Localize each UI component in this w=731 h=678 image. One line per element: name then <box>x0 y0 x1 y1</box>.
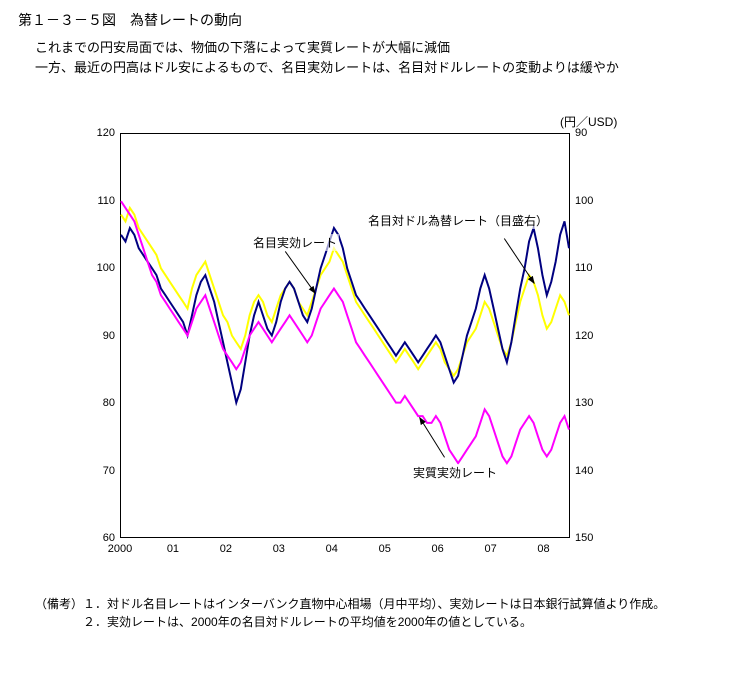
series-nominal_effective_rate <box>121 208 569 376</box>
footnote-label: （備考） <box>35 597 83 611</box>
x-tick: 03 <box>273 543 285 555</box>
x-tick: 2000 <box>108 543 132 555</box>
x-tick: 06 <box>432 543 444 555</box>
y-right-tick: 140 <box>575 465 615 477</box>
chart-svg <box>121 134 569 537</box>
y-right-tick: 130 <box>575 397 615 409</box>
footnote-1: １．対ドル名目レートはインターバンク直物中心相場（月中平均）、実効レートは日本銀… <box>83 597 665 611</box>
y-left-tick: 120 <box>80 127 115 139</box>
figure-subtitle: これまでの円安局面では、物価の下落によって実質レートが大幅に減価 一方、最近の円… <box>35 38 619 77</box>
series-real_effective_rate <box>121 201 569 463</box>
annotation-nominal_eff: 名目実効レート <box>251 234 339 251</box>
footnote: （備考）１．対ドル名目レートはインターバンク直物中心相場（月中平均）、実効レート… <box>35 595 665 631</box>
y-left-tick: 90 <box>80 330 115 342</box>
series-nominal_usd_rate <box>121 221 569 402</box>
y-left-tick: 110 <box>80 195 115 207</box>
y-left-tick: 100 <box>80 262 115 274</box>
x-tick: 04 <box>326 543 338 555</box>
x-tick: 07 <box>484 543 496 555</box>
annotation-arrow <box>504 238 534 283</box>
annotation-arrow <box>285 251 315 293</box>
chart-container: (円／USD) 名目実効レート名目対ドル為替レート（目盛右）実質実効レート 60… <box>80 115 635 570</box>
plot-area: 名目実効レート 名目対ドル為替レート（目盛右） 実質実効レート <box>120 133 570 538</box>
annotation-real_eff: 実質実効レート <box>411 464 499 481</box>
subtitle-line-1: これまでの円安局面では、物価の下落によって実質レートが大幅に減価 <box>35 38 619 58</box>
x-tick: 08 <box>537 543 549 555</box>
y-left-tick: 80 <box>80 397 115 409</box>
y-right-tick: 110 <box>575 262 615 274</box>
y-right-tick: 120 <box>575 330 615 342</box>
y-right-tick: 150 <box>575 532 615 544</box>
x-tick: 02 <box>220 543 232 555</box>
subtitle-line-2: 一方、最近の円高はドル安によるもので、名目実効レートは、名目対ドルレートの変動よ… <box>35 58 619 78</box>
footnote-2: ２．実効レートは、2000年の名目対ドルレートの平均値を2000年の値としている… <box>83 615 532 629</box>
x-tick: 01 <box>167 543 179 555</box>
y-right-tick: 100 <box>575 195 615 207</box>
y-left-tick: 70 <box>80 465 115 477</box>
x-tick: 05 <box>379 543 391 555</box>
figure-title: 第１－３－５図 為替レートの動向 <box>18 10 242 30</box>
annotation-nominal_usd: 名目対ドル為替レート（目盛右） <box>366 212 550 229</box>
y-right-tick: 90 <box>575 127 615 139</box>
